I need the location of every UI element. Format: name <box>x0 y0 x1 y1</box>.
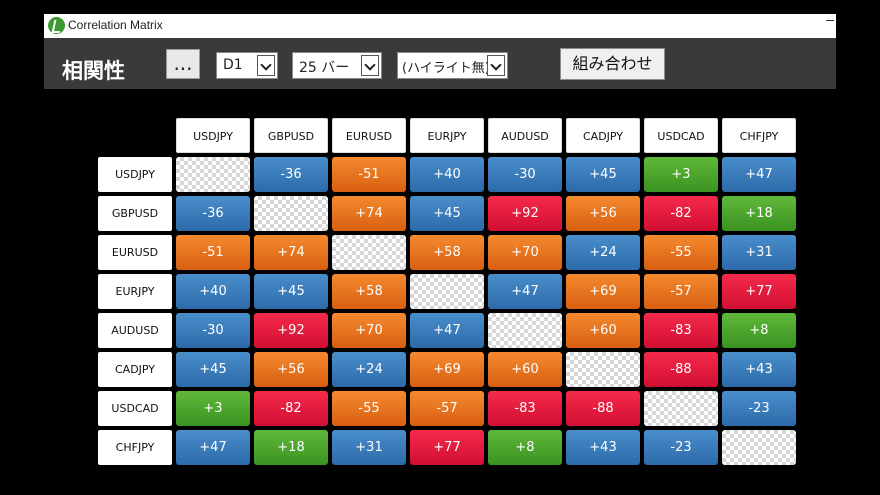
matrix-cell-usdcad-audusd[interactable]: -83 <box>488 391 562 426</box>
matrix-cell-usdjpy-usdjpy <box>176 157 250 192</box>
timeframe-value: D1 <box>223 57 243 73</box>
matrix-cell-eurjpy-audusd[interactable]: +47 <box>488 274 562 309</box>
matrix-cell-usdcad-usdjpy[interactable]: +3 <box>176 391 250 426</box>
chevron-down-icon[interactable] <box>361 55 379 76</box>
matrix-cell-gbpusd-audusd[interactable]: +92 <box>488 196 562 231</box>
column-header-eurusd: EURUSD <box>332 118 406 153</box>
window-title: Correlation Matrix <box>68 18 163 32</box>
chevron-down-icon[interactable] <box>487 55 505 76</box>
matrix-cell-audusd-eurusd[interactable]: +70 <box>332 313 406 348</box>
row-header-chfjpy: CHFJPY <box>98 430 172 465</box>
highlight-select[interactable]: (ハイライト無) <box>397 52 508 79</box>
matrix-cell-usdjpy-cadjpy[interactable]: +45 <box>566 157 640 192</box>
matrix-cell-usdcad-gbpusd[interactable]: -82 <box>254 391 328 426</box>
correlation-window: Correlation Matrix 相関性 ... D1 25 バー (ハイラ… <box>44 14 836 89</box>
matrix-cell-eurusd-cadjpy[interactable]: +24 <box>566 235 640 270</box>
matrix-cell-gbpusd-eurusd[interactable]: +74 <box>332 196 406 231</box>
column-header-cadjpy: CADJPY <box>566 118 640 153</box>
row-header-usdjpy: USDJPY <box>98 157 172 192</box>
matrix-cell-cadjpy-eurjpy[interactable]: +69 <box>410 352 484 387</box>
matrix-cell-chfjpy-audusd[interactable]: +8 <box>488 430 562 465</box>
matrix-cell-gbpusd-usdcad[interactable]: -82 <box>644 196 718 231</box>
matrix-cell-eurusd-eurusd <box>332 235 406 270</box>
matrix-cell-usdjpy-usdcad[interactable]: +3 <box>644 157 718 192</box>
minimize-icon[interactable] <box>826 20 834 21</box>
matrix-cell-gbpusd-chfjpy[interactable]: +18 <box>722 196 796 231</box>
matrix-cell-usdcad-eurusd[interactable]: -55 <box>332 391 406 426</box>
title-bar: Correlation Matrix <box>44 14 836 38</box>
bars-value: 25 バー <box>299 60 350 76</box>
combination-button[interactable]: 組み合わせ <box>560 48 665 80</box>
bars-select[interactable]: 25 バー <box>292 52 382 79</box>
matrix-cell-gbpusd-gbpusd <box>254 196 328 231</box>
toolbar-title: 相関性 <box>62 59 125 83</box>
matrix-cell-eurjpy-gbpusd[interactable]: +45 <box>254 274 328 309</box>
row-header-audusd: AUDUSD <box>98 313 172 348</box>
matrix-cell-chfjpy-usdjpy[interactable]: +47 <box>176 430 250 465</box>
more-options-button[interactable]: ... <box>166 49 200 79</box>
matrix-cell-eurjpy-usdcad[interactable]: -57 <box>644 274 718 309</box>
matrix-cell-audusd-gbpusd[interactable]: +92 <box>254 313 328 348</box>
matrix-cell-usdcad-cadjpy[interactable]: -88 <box>566 391 640 426</box>
matrix-cell-usdcad-usdcad <box>644 391 718 426</box>
matrix-cell-audusd-usdjpy[interactable]: -30 <box>176 313 250 348</box>
matrix-cell-eurusd-audusd[interactable]: +70 <box>488 235 562 270</box>
matrix-cell-audusd-chfjpy[interactable]: +8 <box>722 313 796 348</box>
row-header-eurusd: EURUSD <box>98 235 172 270</box>
matrix-cell-usdcad-eurjpy[interactable]: -57 <box>410 391 484 426</box>
highlight-value: (ハイライト無) <box>402 61 490 76</box>
matrix-cell-cadjpy-audusd[interactable]: +60 <box>488 352 562 387</box>
matrix-cell-usdjpy-audusd[interactable]: -30 <box>488 157 562 192</box>
matrix-cell-eurusd-usdjpy[interactable]: -51 <box>176 235 250 270</box>
row-header-gbpusd: GBPUSD <box>98 196 172 231</box>
row-header-cadjpy: CADJPY <box>98 352 172 387</box>
column-header-usdjpy: USDJPY <box>176 118 250 153</box>
matrix-cell-audusd-eurjpy[interactable]: +47 <box>410 313 484 348</box>
matrix-cell-cadjpy-chfjpy[interactable]: +43 <box>722 352 796 387</box>
matrix-cell-usdjpy-eurjpy[interactable]: +40 <box>410 157 484 192</box>
matrix-cell-eurusd-chfjpy[interactable]: +31 <box>722 235 796 270</box>
matrix-cell-gbpusd-usdjpy[interactable]: -36 <box>176 196 250 231</box>
matrix-cell-cadjpy-usdcad[interactable]: -88 <box>644 352 718 387</box>
matrix-cell-eurjpy-eurusd[interactable]: +58 <box>332 274 406 309</box>
matrix-cell-gbpusd-cadjpy[interactable]: +56 <box>566 196 640 231</box>
matrix-cell-gbpusd-eurjpy[interactable]: +45 <box>410 196 484 231</box>
matrix-cell-audusd-usdcad[interactable]: -83 <box>644 313 718 348</box>
matrix-cell-eurjpy-usdjpy[interactable]: +40 <box>176 274 250 309</box>
row-header-eurjpy: EURJPY <box>98 274 172 309</box>
column-header-eurjpy: EURJPY <box>410 118 484 153</box>
row-header-usdcad: USDCAD <box>98 391 172 426</box>
matrix-cell-cadjpy-cadjpy <box>566 352 640 387</box>
matrix-cell-eurjpy-eurjpy <box>410 274 484 309</box>
matrix-cell-chfjpy-usdcad[interactable]: -23 <box>644 430 718 465</box>
matrix-cell-cadjpy-gbpusd[interactable]: +56 <box>254 352 328 387</box>
matrix-cell-usdjpy-eurusd[interactable]: -51 <box>332 157 406 192</box>
matrix-cell-eurusd-gbpusd[interactable]: +74 <box>254 235 328 270</box>
matrix-cell-chfjpy-gbpusd[interactable]: +18 <box>254 430 328 465</box>
column-header-chfjpy: CHFJPY <box>722 118 796 153</box>
matrix-cell-eurjpy-chfjpy[interactable]: +77 <box>722 274 796 309</box>
matrix-cell-cadjpy-usdjpy[interactable]: +45 <box>176 352 250 387</box>
chevron-down-icon[interactable] <box>257 55 275 76</box>
matrix-cell-audusd-cadjpy[interactable]: +60 <box>566 313 640 348</box>
matrix-cell-chfjpy-cadjpy[interactable]: +43 <box>566 430 640 465</box>
matrix-cell-chfjpy-eurjpy[interactable]: +77 <box>410 430 484 465</box>
matrix-cell-chfjpy-eurusd[interactable]: +31 <box>332 430 406 465</box>
app-logo-icon <box>48 17 65 34</box>
timeframe-select[interactable]: D1 <box>216 52 278 79</box>
matrix-cell-eurusd-eurjpy[interactable]: +58 <box>410 235 484 270</box>
matrix-cell-chfjpy-chfjpy <box>722 430 796 465</box>
column-header-gbpusd: GBPUSD <box>254 118 328 153</box>
column-header-audusd: AUDUSD <box>488 118 562 153</box>
matrix-cell-usdcad-chfjpy[interactable]: -23 <box>722 391 796 426</box>
column-header-usdcad: USDCAD <box>644 118 718 153</box>
toolbar: 相関性 ... D1 25 バー (ハイライト無) 組み合わせ <box>44 38 836 89</box>
matrix-cell-usdjpy-gbpusd[interactable]: -36 <box>254 157 328 192</box>
matrix-cell-eurjpy-cadjpy[interactable]: +69 <box>566 274 640 309</box>
matrix-cell-eurusd-usdcad[interactable]: -55 <box>644 235 718 270</box>
matrix-cell-audusd-audusd <box>488 313 562 348</box>
matrix-cell-cadjpy-eurusd[interactable]: +24 <box>332 352 406 387</box>
matrix-cell-usdjpy-chfjpy[interactable]: +47 <box>722 157 796 192</box>
